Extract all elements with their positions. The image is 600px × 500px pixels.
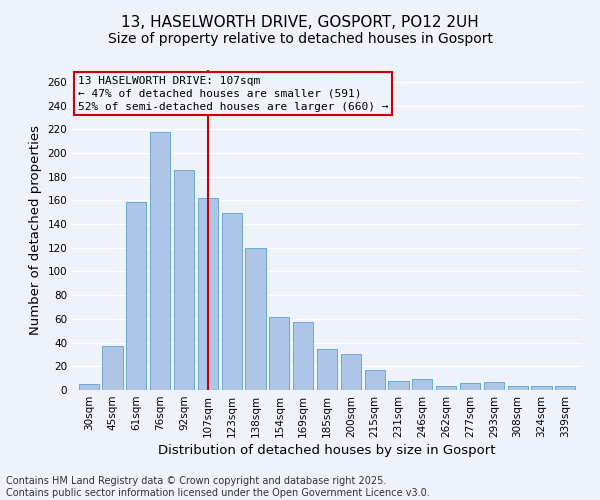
Bar (174, 170, 194, 390)
Bar (555, 386, 575, 390)
Text: 13 HASELWORTH DRIVE: 107sqm
← 47% of detached houses are smaller (591)
52% of se: 13 HASELWORTH DRIVE: 107sqm ← 47% of det… (78, 76, 388, 112)
Bar (532, 386, 551, 390)
Bar (484, 382, 504, 390)
Bar (103, 346, 122, 390)
Text: Size of property relative to detached houses in Gosport: Size of property relative to detached ho… (107, 32, 493, 46)
Bar (460, 383, 480, 390)
Bar (150, 132, 170, 390)
Bar (508, 386, 528, 390)
Bar (412, 380, 433, 390)
X-axis label: Distribution of detached houses by size in Gosport: Distribution of detached houses by size … (158, 444, 496, 457)
Y-axis label: Number of detached properties: Number of detached properties (29, 125, 42, 335)
Bar (198, 198, 218, 390)
Bar (317, 348, 337, 390)
Bar (293, 322, 313, 390)
Bar (221, 214, 242, 390)
Bar (436, 386, 456, 390)
Bar (79, 384, 99, 390)
Bar (126, 202, 146, 390)
Bar (245, 248, 266, 390)
Bar (388, 380, 409, 390)
Text: 13, HASELWORTH DRIVE, GOSPORT, PO12 2UH: 13, HASELWORTH DRIVE, GOSPORT, PO12 2UH (121, 15, 479, 30)
Bar (341, 354, 361, 390)
Bar (365, 370, 385, 390)
Bar (269, 316, 289, 390)
Text: Contains HM Land Registry data © Crown copyright and database right 2025.
Contai: Contains HM Land Registry data © Crown c… (6, 476, 430, 498)
